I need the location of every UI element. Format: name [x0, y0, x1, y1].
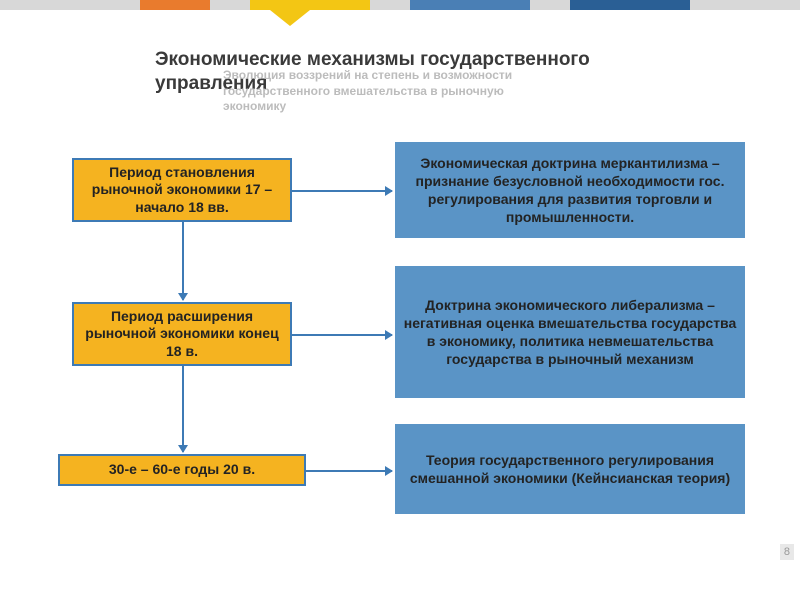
doctrine-box-2: Доктрина экономического либерализма – не… — [395, 266, 745, 398]
page-subtitle: Эволюция воззрений на степень и возможно… — [223, 68, 553, 115]
title-block: Экономические механизмы государственного… — [155, 48, 655, 96]
doctrine-box-1: Экономическая доктрина меркантилизма – п… — [395, 142, 745, 238]
arrow-down-2 — [182, 366, 184, 452]
arrow-down-1 — [182, 222, 184, 300]
arrow-right-1 — [292, 190, 392, 192]
page-number: 8 — [780, 544, 794, 560]
period-box-2: Период расширения рыночной экономики кон… — [72, 302, 292, 366]
topbar — [0, 0, 800, 10]
doctrine-box-3: Теория государственного регулирования см… — [395, 424, 745, 514]
topbar-notch — [270, 10, 310, 26]
period-box-3: 30-е – 60-е годы 20 в. — [58, 454, 306, 486]
arrow-right-2 — [292, 334, 392, 336]
arrow-right-3 — [306, 470, 392, 472]
period-box-1: Период становления рыночной экономики 17… — [72, 158, 292, 222]
